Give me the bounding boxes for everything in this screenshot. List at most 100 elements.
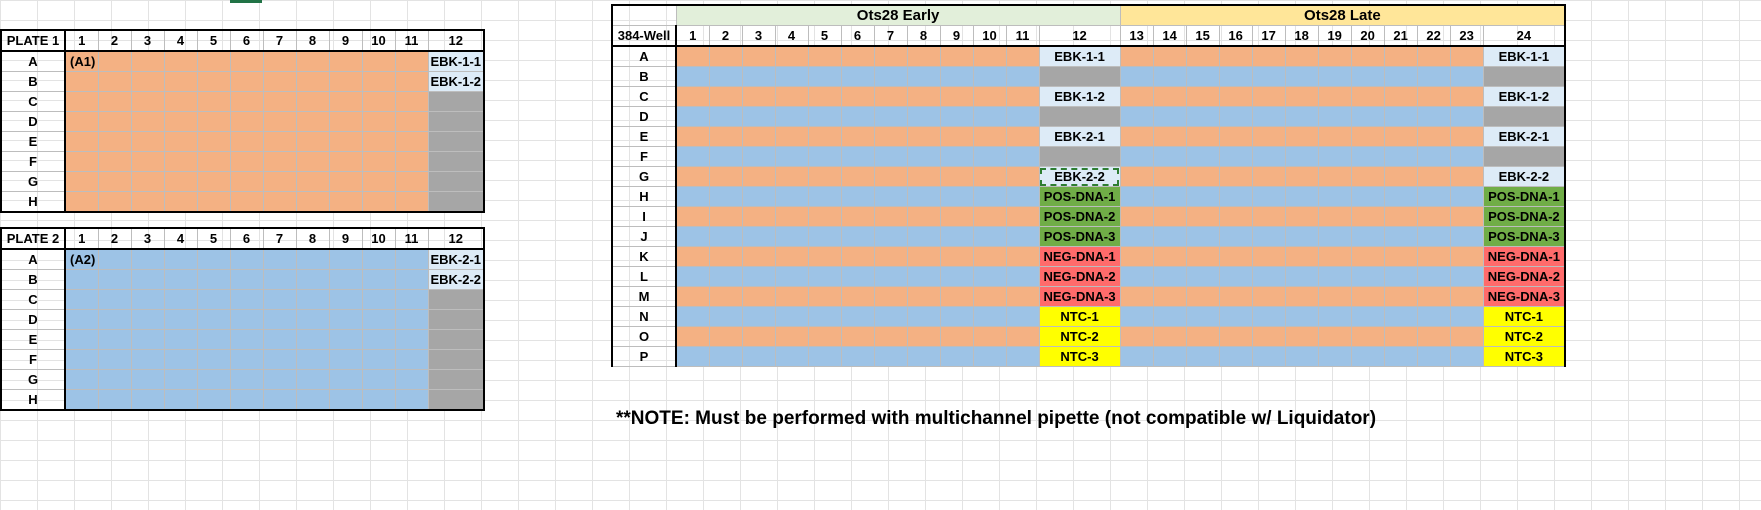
plate2-well[interactable]	[361, 369, 396, 390]
well384-well[interactable]	[939, 66, 974, 87]
well384-well[interactable]	[741, 126, 776, 147]
well384-well[interactable]	[675, 346, 710, 367]
well384-well[interactable]	[939, 45, 974, 67]
well384-well[interactable]	[873, 166, 908, 187]
well384-well[interactable]	[807, 266, 842, 287]
plate2-well[interactable]	[97, 389, 132, 411]
well384-well[interactable]	[873, 286, 908, 307]
plate2-well[interactable]	[328, 369, 363, 390]
well384-well[interactable]	[972, 226, 1007, 247]
plate2-well[interactable]	[163, 248, 198, 270]
well384-well[interactable]	[807, 306, 842, 327]
plate1-well[interactable]	[262, 111, 297, 132]
well384-well[interactable]	[1284, 266, 1319, 287]
well384-well[interactable]	[939, 246, 974, 267]
well384-well[interactable]	[1416, 86, 1451, 107]
plate1-well[interactable]	[97, 50, 132, 72]
plate2-well[interactable]	[394, 329, 429, 350]
plate1-col-header[interactable]: 9	[328, 29, 363, 52]
well384-well[interactable]	[807, 66, 842, 87]
well384-well[interactable]	[1251, 326, 1286, 347]
plate1-well[interactable]	[196, 91, 231, 112]
well384-well[interactable]	[1251, 206, 1286, 227]
well384-row-label[interactable]: M	[611, 286, 677, 307]
well384-well[interactable]	[840, 106, 875, 127]
well384-col-header[interactable]: 6	[840, 25, 875, 47]
well384-col-header[interactable]: 13	[1119, 25, 1154, 47]
plate2-well[interactable]	[328, 349, 363, 370]
well384-well[interactable]	[1152, 66, 1187, 87]
plate2-well[interactable]	[196, 269, 231, 290]
well384-well[interactable]	[972, 86, 1007, 107]
well384-row-label[interactable]: D	[611, 106, 677, 127]
well384-well[interactable]	[1218, 186, 1253, 207]
well384-well[interactable]	[840, 286, 875, 307]
plate2-well[interactable]	[196, 248, 231, 270]
well384-well[interactable]	[774, 66, 809, 87]
plate2-well[interactable]	[361, 349, 396, 370]
well384-well[interactable]	[1218, 206, 1253, 227]
well384-well[interactable]	[774, 306, 809, 327]
plate2-well[interactable]	[394, 309, 429, 330]
plate1-first-well[interactable]: (A1)	[64, 50, 99, 72]
well384-well[interactable]	[741, 346, 776, 367]
well384-well[interactable]	[1251, 45, 1286, 67]
plate2-well[interactable]	[196, 309, 231, 330]
well384-well[interactable]	[1119, 86, 1154, 107]
well384-well[interactable]	[906, 186, 941, 207]
well384-well[interactable]	[675, 226, 710, 247]
well384-well[interactable]	[1218, 45, 1253, 67]
plate1-title[interactable]: PLATE 1	[0, 29, 66, 52]
well384-well[interactable]	[1317, 86, 1352, 107]
well384-well[interactable]	[774, 346, 809, 367]
well384-well[interactable]	[1005, 346, 1040, 367]
well384-well[interactable]	[1350, 266, 1385, 287]
well384-well[interactable]	[1383, 45, 1418, 67]
well384-well[interactable]	[1383, 126, 1418, 147]
well384-row-label[interactable]: C	[611, 86, 677, 107]
well384-well[interactable]	[1350, 346, 1385, 367]
plate2-col12-cell[interactable]	[427, 329, 485, 350]
plate1-well[interactable]	[196, 50, 231, 72]
well384-well[interactable]	[675, 206, 710, 227]
plate2-well[interactable]	[229, 248, 264, 270]
well384-col24-cell[interactable]: EBK-2-2	[1482, 166, 1566, 187]
well384-well[interactable]	[675, 166, 710, 187]
well384-col-header[interactable]: 19	[1317, 25, 1352, 47]
well384-col-header[interactable]: 5	[807, 25, 842, 47]
well384-well[interactable]	[939, 206, 974, 227]
well384-well[interactable]	[1185, 146, 1220, 167]
well384-well[interactable]	[1218, 146, 1253, 167]
well384-well[interactable]	[1185, 86, 1220, 107]
plate2-well[interactable]	[394, 389, 429, 411]
well384-col24-cell[interactable]	[1482, 106, 1566, 127]
well384-well[interactable]	[1119, 186, 1154, 207]
plate1-well[interactable]	[295, 151, 330, 172]
well384-col-header[interactable]: 22	[1416, 25, 1451, 47]
plate1-well[interactable]	[130, 191, 165, 213]
well384-well[interactable]	[741, 226, 776, 247]
well384-well[interactable]	[840, 146, 875, 167]
plate1-well[interactable]	[163, 151, 198, 172]
well384-well[interactable]	[708, 326, 743, 347]
plate2-well[interactable]	[196, 289, 231, 310]
well384-col12-cell[interactable]: POS-DNA-3	[1038, 226, 1121, 247]
plate1-well[interactable]	[328, 171, 363, 192]
well384-well[interactable]	[1416, 306, 1451, 327]
plate2-well[interactable]	[262, 329, 297, 350]
well384-well[interactable]	[741, 246, 776, 267]
plate2-well[interactable]	[328, 329, 363, 350]
well384-well[interactable]	[1383, 86, 1418, 107]
well384-col12-cell[interactable]: NTC-2	[1038, 326, 1121, 347]
well384-well[interactable]	[708, 126, 743, 147]
well384-well[interactable]	[873, 45, 908, 67]
well384-well[interactable]	[906, 146, 941, 167]
well384-well[interactable]	[708, 286, 743, 307]
well384-well[interactable]	[1317, 66, 1352, 87]
well384-row-label[interactable]: A	[611, 45, 677, 67]
well384-well[interactable]	[1005, 106, 1040, 127]
well384-well[interactable]	[1119, 206, 1154, 227]
well384-well[interactable]	[1251, 106, 1286, 127]
well384-well[interactable]	[741, 66, 776, 87]
well384-well[interactable]	[1251, 146, 1286, 167]
